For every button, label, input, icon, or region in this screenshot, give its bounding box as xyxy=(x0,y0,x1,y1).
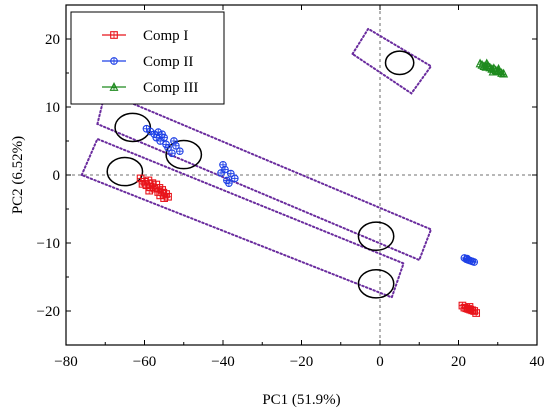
x-tick-label: 40 xyxy=(530,354,545,370)
data-point xyxy=(164,143,172,152)
data-point xyxy=(217,169,225,177)
legend-marker xyxy=(110,57,118,65)
data-point xyxy=(463,254,471,263)
legend-box xyxy=(70,11,225,105)
legend-label: Comp III xyxy=(143,80,198,96)
data-point xyxy=(465,303,474,311)
cluster-ellipse xyxy=(165,139,203,170)
dotted-group-box xyxy=(351,27,433,95)
y-tick-label: −10 xyxy=(37,236,60,252)
data-point xyxy=(155,184,164,192)
x-tick-label: −20 xyxy=(290,354,313,370)
y-tick-label: −20 xyxy=(37,304,60,320)
data-point xyxy=(227,169,235,178)
data-point xyxy=(230,174,239,183)
data-point xyxy=(172,141,180,150)
legend-label: Comp I xyxy=(143,28,188,44)
data-point xyxy=(154,128,163,137)
cluster-ellipse xyxy=(114,112,152,143)
data-point xyxy=(175,147,184,156)
cluster-ellipse xyxy=(357,221,395,252)
cluster-ellipse xyxy=(357,268,395,299)
data-point xyxy=(470,258,479,266)
dotted-group-box xyxy=(80,137,405,299)
data-point xyxy=(160,133,168,142)
dotted-group-box xyxy=(96,90,433,262)
y-tick-label: 20 xyxy=(45,32,60,48)
x-tick-label: 20 xyxy=(451,354,466,370)
x-axis-label: PC1 (51.9%) xyxy=(262,392,340,408)
plot-layer: −80 −60 −40 −20 0 20 40 −20 −10 0 10 20 xyxy=(37,4,545,370)
series-1 xyxy=(136,174,481,317)
data-point xyxy=(494,63,504,73)
series-2 xyxy=(142,124,479,266)
x-tick-label: −60 xyxy=(133,354,156,370)
data-point xyxy=(168,149,176,158)
data-point xyxy=(145,186,154,195)
y-tick-label: 0 xyxy=(53,168,61,184)
data-point xyxy=(482,58,492,68)
data-point xyxy=(138,179,147,188)
data-point xyxy=(159,188,168,197)
cluster-ellipse xyxy=(106,156,144,187)
series-3 xyxy=(475,58,509,78)
data-point xyxy=(164,192,172,201)
x-tick-label: 0 xyxy=(376,354,384,370)
x-tick-label: −40 xyxy=(211,354,234,370)
legend-label: Comp II xyxy=(143,54,193,70)
data-point xyxy=(499,68,509,78)
legend-marker xyxy=(109,81,119,91)
data-point xyxy=(225,179,233,188)
legend-marker xyxy=(110,31,118,39)
legend: Comp I Comp II Comp III xyxy=(70,11,225,105)
data-point xyxy=(219,160,227,169)
cluster-ellipse xyxy=(384,50,415,76)
x-tick-label: −80 xyxy=(54,354,77,370)
y-axis-label: PC2 (6.52%) xyxy=(10,136,26,214)
y-tick-label: 10 xyxy=(45,100,60,116)
data-point xyxy=(472,309,481,317)
